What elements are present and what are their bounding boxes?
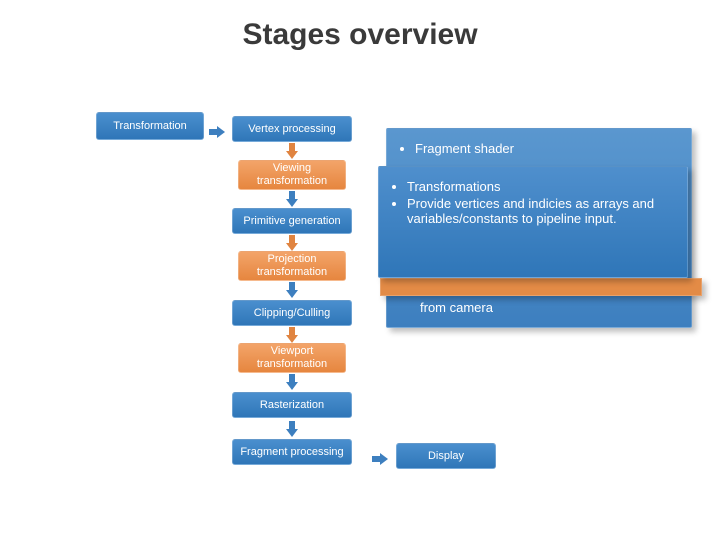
node-transformation: Transformation [96, 112, 204, 140]
arrow-3 [286, 243, 298, 251]
node-fragment: Fragment processing [232, 439, 352, 465]
node-clipping: Clipping/Culling [232, 300, 352, 326]
arrow-4 [286, 290, 298, 298]
panel-front-item: Transformations [407, 179, 673, 194]
arrow-7 [286, 429, 298, 437]
arrow-0 [217, 126, 225, 138]
page-title: Stages overview [0, 18, 720, 52]
node-raster: Rasterization [232, 392, 352, 418]
arrow-8 [380, 453, 388, 465]
node-projection: Projection transformation [238, 251, 346, 281]
info-panel-front: Transformations Provide vertices and ind… [378, 166, 688, 278]
node-display: Display [396, 443, 496, 469]
clipped-text: from camera [420, 300, 493, 315]
node-vertex: Vertex processing [232, 116, 352, 142]
arrow-5 [286, 335, 298, 343]
node-viewport: Viewport transformation [238, 343, 346, 373]
node-primitive: Primitive generation [232, 208, 352, 234]
panel-front-item: Provide vertices and indicies as arrays … [407, 196, 673, 226]
arrow-2 [286, 199, 298, 207]
arrow-1 [286, 151, 298, 159]
info-panel-mid-strip [380, 278, 702, 296]
node-viewing: Viewing transformation [238, 160, 346, 190]
arrow-6 [286, 382, 298, 390]
panel-back-item: Fragment shader [415, 141, 677, 156]
